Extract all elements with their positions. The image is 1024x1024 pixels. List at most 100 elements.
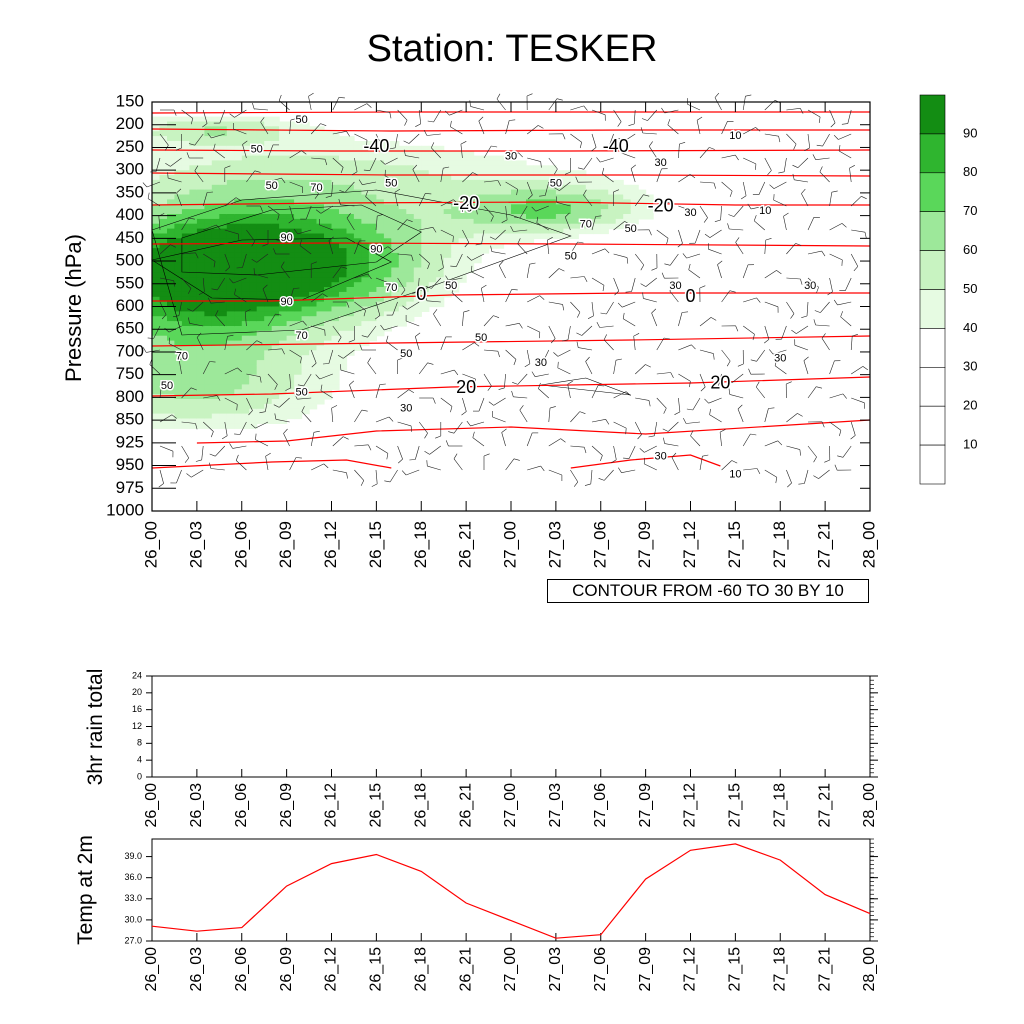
humidity-cell bbox=[196, 364, 205, 371]
humidity-cell bbox=[181, 282, 190, 288]
humidity-cell bbox=[286, 209, 295, 215]
wind-barb bbox=[634, 253, 645, 266]
wind-barb bbox=[656, 229, 669, 239]
humidity-cell bbox=[623, 223, 632, 230]
humidity-cell bbox=[570, 228, 579, 235]
humidity-cell bbox=[548, 194, 557, 200]
humidity-cell bbox=[413, 145, 422, 152]
humidity-cell bbox=[466, 184, 475, 191]
humidity-cell bbox=[159, 408, 168, 415]
humidity-cell bbox=[316, 350, 325, 356]
humidity-cell bbox=[301, 408, 310, 415]
wind-barb bbox=[764, 270, 777, 279]
humidity-cell bbox=[234, 131, 243, 137]
wind-barb bbox=[224, 367, 238, 375]
wind-barb bbox=[451, 292, 463, 303]
humidity-cell bbox=[615, 209, 624, 215]
wind-barb bbox=[289, 349, 302, 358]
humidity-cell bbox=[615, 214, 624, 220]
humidity-cell bbox=[473, 204, 482, 210]
humidity-cell bbox=[264, 287, 273, 293]
humidity-cell bbox=[368, 170, 377, 176]
humidity-cell bbox=[630, 199, 639, 205]
humidity-cell bbox=[421, 194, 430, 200]
humidity-cell bbox=[234, 399, 243, 405]
humidity-cell bbox=[570, 194, 579, 200]
humidity-cell bbox=[234, 389, 243, 395]
wind-barb bbox=[440, 199, 454, 207]
humidity-cell bbox=[443, 218, 452, 225]
panel-y-tick-label: 36.0 bbox=[124, 872, 142, 882]
humidity-cell bbox=[623, 189, 632, 196]
humidity-cell bbox=[174, 165, 183, 171]
wind-barb bbox=[320, 205, 333, 214]
humidity-cell bbox=[196, 384, 205, 390]
wind-barb bbox=[426, 300, 441, 303]
humidity-cell bbox=[181, 287, 190, 293]
humidity-cell bbox=[331, 350, 340, 356]
wind-barb-flag bbox=[517, 238, 521, 244]
wind-barb bbox=[462, 205, 477, 209]
wind-barb-flag bbox=[602, 167, 605, 174]
humidity-cell bbox=[211, 116, 220, 123]
wind-barb-flag bbox=[584, 447, 587, 454]
humidity-cell bbox=[309, 257, 318, 264]
wind-barb-flag bbox=[403, 149, 406, 156]
humidity-cell bbox=[286, 155, 295, 162]
humidity-cell bbox=[301, 209, 310, 215]
humidity-cell bbox=[159, 194, 168, 200]
humidity-cell bbox=[271, 228, 280, 235]
humidity-cell bbox=[264, 399, 273, 405]
humidity-cell bbox=[361, 238, 370, 244]
wind-barb bbox=[721, 154, 736, 159]
humidity-cell bbox=[339, 218, 348, 225]
wind-barb bbox=[807, 133, 810, 148]
wind-barb-flag bbox=[813, 456, 817, 463]
humidity-cell bbox=[481, 155, 490, 162]
humidity-cell bbox=[181, 141, 190, 147]
wind-barb bbox=[147, 198, 161, 207]
humidity-cell bbox=[174, 175, 183, 181]
humidity-cell bbox=[578, 209, 587, 215]
humidity-cell bbox=[361, 194, 370, 200]
humidity-cell bbox=[241, 214, 250, 220]
wind-barb bbox=[501, 432, 506, 447]
humidity-cell bbox=[436, 272, 445, 278]
humidity-cell bbox=[241, 228, 250, 235]
humidity-cell bbox=[331, 374, 340, 381]
panel-y-tick-label: 30.0 bbox=[124, 914, 142, 924]
humidity-cell bbox=[181, 413, 190, 420]
wind-barb-flag bbox=[717, 260, 723, 265]
humidity-cell bbox=[294, 145, 303, 152]
humidity-cell bbox=[294, 364, 303, 371]
wind-barb-flag bbox=[663, 408, 667, 414]
humidity-cell bbox=[196, 243, 205, 249]
humidity-cell bbox=[361, 218, 370, 225]
humidity-cell bbox=[174, 330, 183, 337]
humidity-cell bbox=[451, 189, 460, 196]
humidity-cell bbox=[226, 374, 235, 381]
humidity-cell bbox=[294, 335, 303, 342]
wind-barb bbox=[397, 277, 406, 291]
humidity-cell bbox=[264, 326, 273, 332]
humidity-cell bbox=[286, 126, 295, 132]
wind-barb bbox=[426, 133, 441, 136]
wind-barb bbox=[699, 456, 703, 471]
wind-barb bbox=[845, 277, 852, 291]
humidity-cell bbox=[241, 321, 250, 327]
wind-barb-flag bbox=[752, 334, 755, 341]
wind-barb-flag bbox=[639, 448, 645, 453]
humidity-cell bbox=[421, 282, 430, 288]
humidity-cell bbox=[264, 384, 273, 390]
humidity-cell bbox=[219, 321, 228, 327]
wind-barb bbox=[591, 216, 596, 231]
humidity-cell bbox=[339, 306, 348, 312]
temp-series-line bbox=[151, 843, 871, 939]
humidity-cell bbox=[264, 165, 273, 171]
humidity-cell bbox=[376, 311, 385, 317]
wind-barb-flag bbox=[346, 472, 348, 479]
humidity-cell bbox=[368, 204, 377, 210]
wind-barb bbox=[742, 264, 749, 279]
wind-barb bbox=[194, 133, 204, 146]
wind-barb-flag bbox=[714, 92, 720, 98]
